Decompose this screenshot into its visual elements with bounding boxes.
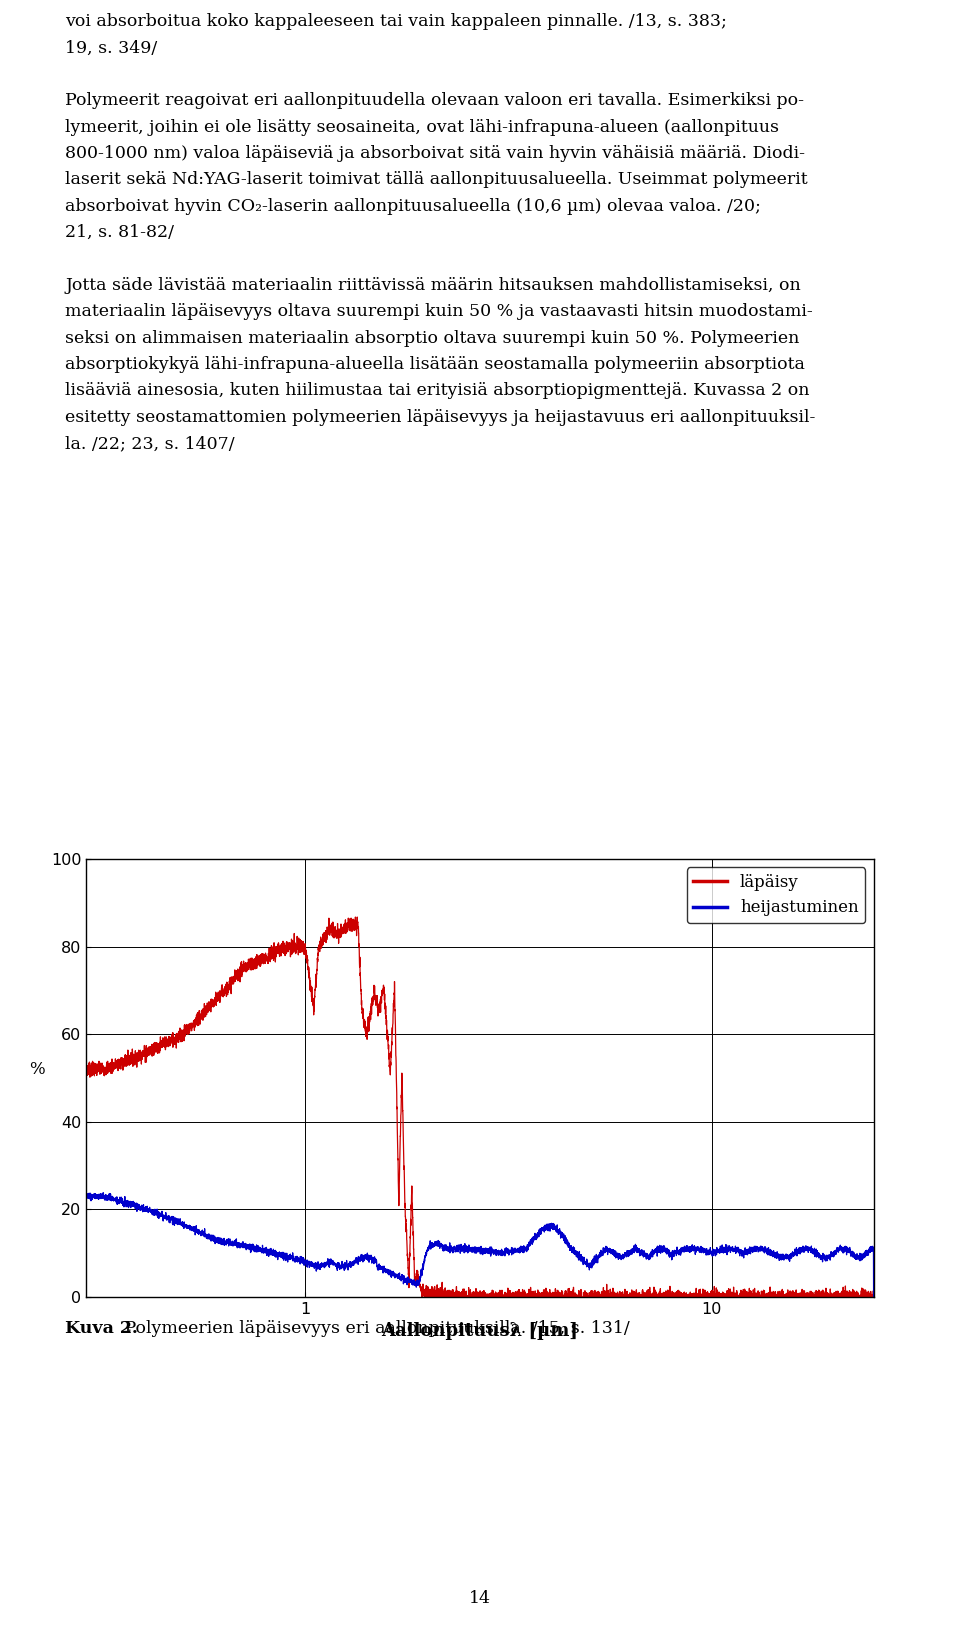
Text: 14: 14 bbox=[469, 1589, 491, 1607]
Text: Polymeerien läpäisevyys eri aallonpituuksilla. /15, s. 131/: Polymeerien läpäisevyys eri aallonpituuk… bbox=[119, 1320, 630, 1336]
Text: Kuva 2.: Kuva 2. bbox=[65, 1320, 138, 1336]
Text: voi absorboitua koko kappaleeseen tai vain kappaleen pinnalle. /13, s. 383;
19, : voi absorboitua koko kappaleeseen tai va… bbox=[65, 13, 816, 453]
X-axis label: Aallonpituusλ [µm]: Aallonpituusλ [µm] bbox=[381, 1322, 579, 1340]
Y-axis label: %: % bbox=[30, 1061, 45, 1079]
Legend: läpäisy, heijastuminen: läpäisy, heijastuminen bbox=[686, 867, 865, 923]
